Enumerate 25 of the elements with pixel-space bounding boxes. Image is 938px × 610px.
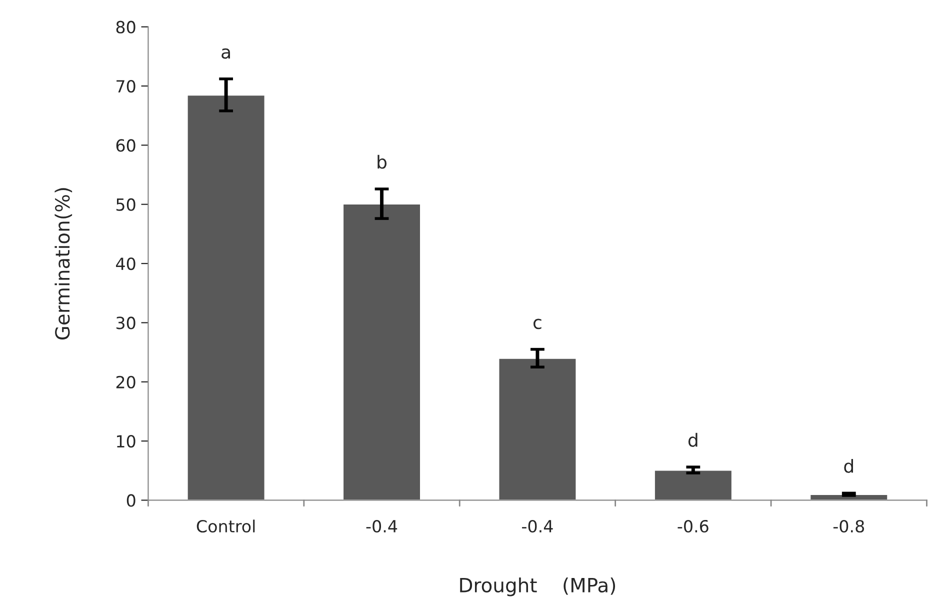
x-tick-label: -0.8	[833, 520, 864, 533]
y-tick-label: 50	[116, 198, 136, 211]
y-tick-label: 10	[117, 434, 136, 448]
annotation: d	[688, 432, 698, 447]
x-axis-title: Drought (MPa)	[460, 577, 616, 596]
y-axis-title: Germination(%)	[54, 188, 72, 340]
x-tick-label: Control	[196, 520, 255, 533]
y-tick-label: 70	[116, 80, 136, 93]
y-tick-label: 0	[126, 494, 136, 507]
annotation: b	[378, 154, 387, 169]
x-tick-label: -0.4	[522, 520, 553, 533]
y-tick-label: 20	[116, 376, 136, 388]
bar	[498, 357, 578, 500]
x-tick-label: -0.4	[366, 520, 398, 533]
annotation: d	[844, 458, 853, 473]
y-tick-label: 30	[116, 316, 136, 330]
bar	[186, 94, 266, 500]
y-tick-label: 40	[116, 257, 136, 270]
annotation: c	[534, 318, 542, 330]
annotation: a	[222, 48, 230, 59]
bar	[654, 469, 733, 500]
y-tick-label: 80	[116, 20, 136, 34]
bar	[342, 203, 422, 500]
y-tick-label: 60	[116, 139, 136, 152]
x-tick-label: -0.6	[678, 520, 708, 533]
